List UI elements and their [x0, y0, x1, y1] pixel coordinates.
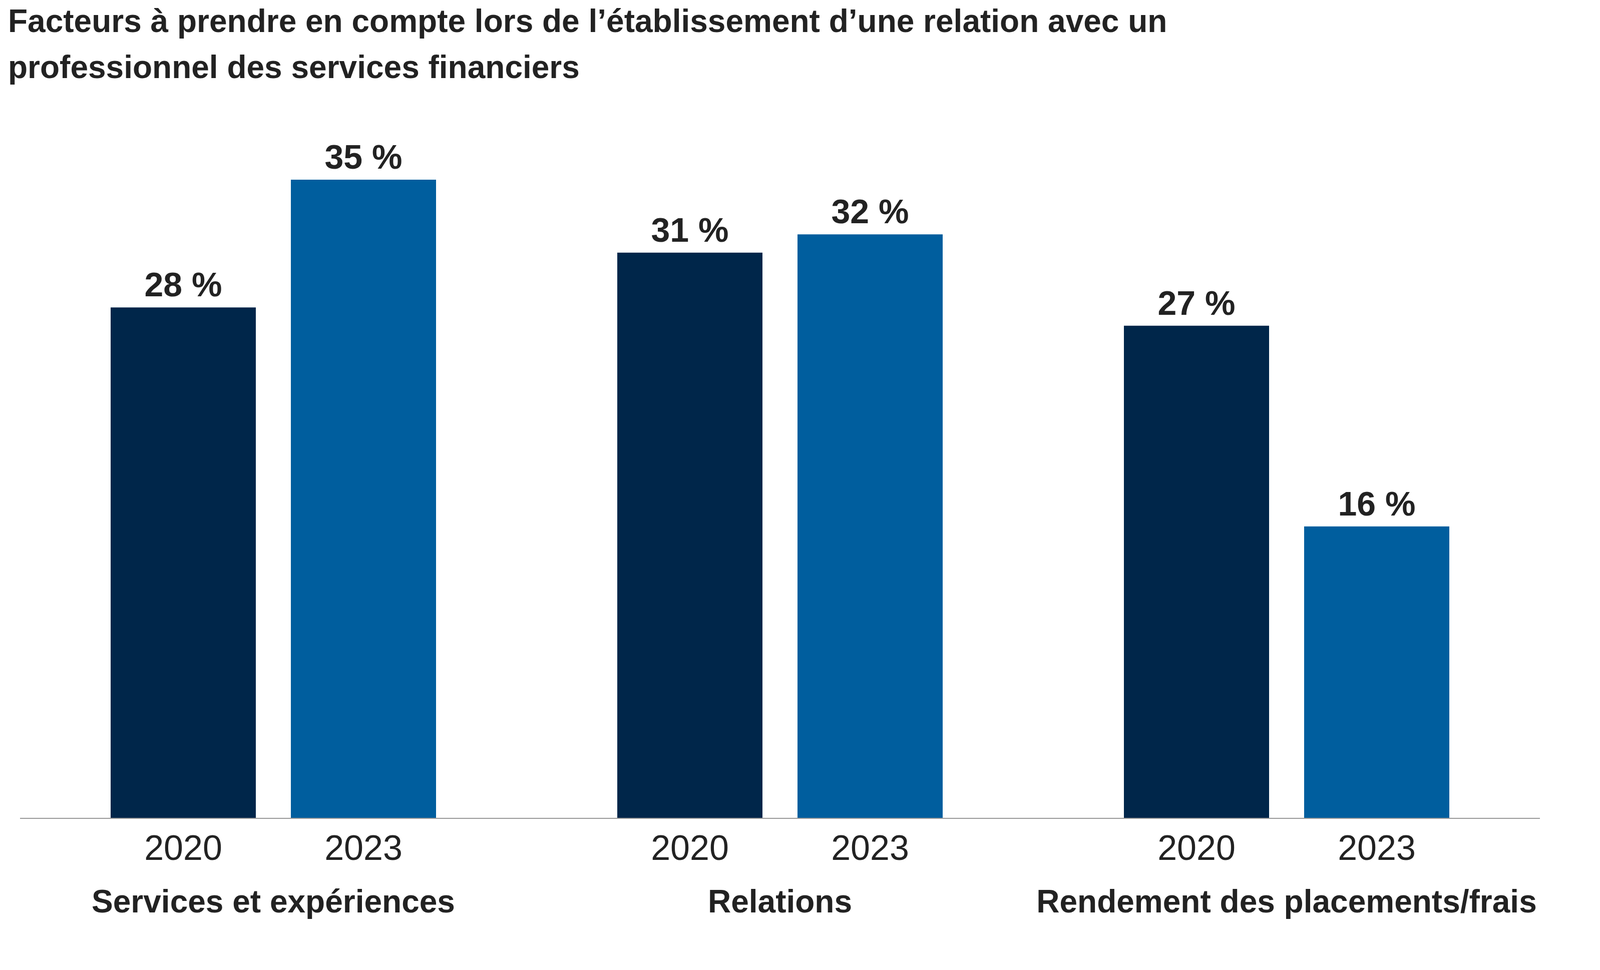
svg-text:2020: 2020 [650, 828, 729, 868]
svg-text:16 %: 16 % [1338, 484, 1416, 523]
svg-text:2020: 2020 [144, 828, 223, 868]
svg-text:28 %: 28 % [144, 265, 223, 304]
svg-text:35 %: 35 % [324, 137, 403, 176]
svg-text:2023: 2023 [324, 828, 403, 868]
svg-text:32 %: 32 % [831, 192, 910, 231]
svg-text:2023: 2023 [1337, 828, 1416, 868]
svg-text:2020: 2020 [1157, 828, 1236, 868]
html-text:Facteurs à prendre en compte l: Facteurs à prendre en compte lors de l’é… [8, 3, 1168, 86]
svg-text:2023: 2023 [831, 828, 910, 868]
svg-text:31 %: 31 % [651, 210, 729, 249]
svg-text:Rendement des placements/frais: Rendement des placements/frais [1036, 883, 1537, 920]
svg-text:Services et expériences: Services et expériences [91, 883, 456, 920]
svg-text:27 %: 27 % [1157, 283, 1236, 322]
svg-text:Relations: Relations [707, 883, 853, 920]
